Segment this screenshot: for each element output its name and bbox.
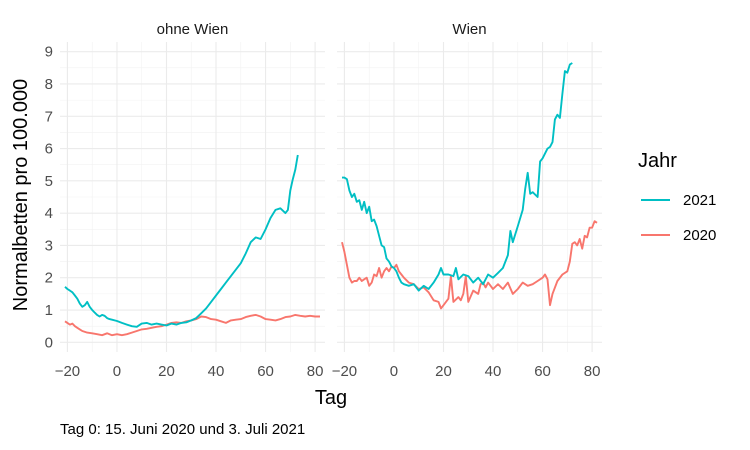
x-tick-label: 60 xyxy=(534,363,551,380)
legend-label: 2020 xyxy=(683,227,716,244)
x-tick-label: 40 xyxy=(208,363,225,380)
y-tick-label: 7 xyxy=(45,108,53,125)
y-tick-label: 3 xyxy=(45,237,53,254)
y-tick-label: 2 xyxy=(45,270,53,287)
x-tick-label: 0 xyxy=(390,363,398,380)
x-tick-label: 20 xyxy=(158,363,175,380)
x-tick-label: 60 xyxy=(257,363,274,380)
y-tick-label: 9 xyxy=(45,44,53,61)
y-tick-label: 5 xyxy=(45,173,53,190)
series-line-2020 xyxy=(341,220,598,310)
x-tick-label: −20 xyxy=(332,363,357,380)
y-axis: 0 1 2 3 4 5 6 7 8 9 xyxy=(45,44,53,352)
legend-label: 2021 xyxy=(683,192,716,209)
legend-title: Jahr xyxy=(638,150,677,172)
x-tick-label: 80 xyxy=(307,363,324,380)
y-tick-label: 4 xyxy=(45,205,53,222)
facet-panel: Wien xyxy=(337,21,602,352)
y-tick-label: 1 xyxy=(45,302,53,319)
caption: Tag 0: 15. Juni 2020 und 3. Juli 2021 xyxy=(60,421,305,438)
facet-title: ohne Wien xyxy=(157,21,229,38)
y-tick-label: 0 xyxy=(45,334,53,351)
x-axes: −20 0 20 40 60 80 −20 0 20 40 60 80 xyxy=(55,363,601,380)
series-line-2020 xyxy=(64,313,320,337)
y-axis-title: Normalbetten pro 100.000 xyxy=(10,79,32,311)
series-line-2021 xyxy=(64,154,299,328)
x-tick-label: 80 xyxy=(584,363,601,380)
x-axis-title: Tag xyxy=(315,387,347,409)
series-line-2021 xyxy=(342,62,573,292)
facet-panels: ohne Wien Wien xyxy=(60,21,602,352)
legend: Jahr 2021 2020 xyxy=(638,150,716,244)
y-tick-label: 8 xyxy=(45,76,53,93)
x-tick-label: 40 xyxy=(485,363,502,380)
facet-title: Wien xyxy=(452,21,486,38)
facet-panel: ohne Wien xyxy=(60,21,325,352)
y-tick-label: 6 xyxy=(45,141,53,158)
x-tick-label: 20 xyxy=(435,363,452,380)
x-tick-label: 0 xyxy=(113,363,121,380)
x-tick-label: −20 xyxy=(55,363,80,380)
